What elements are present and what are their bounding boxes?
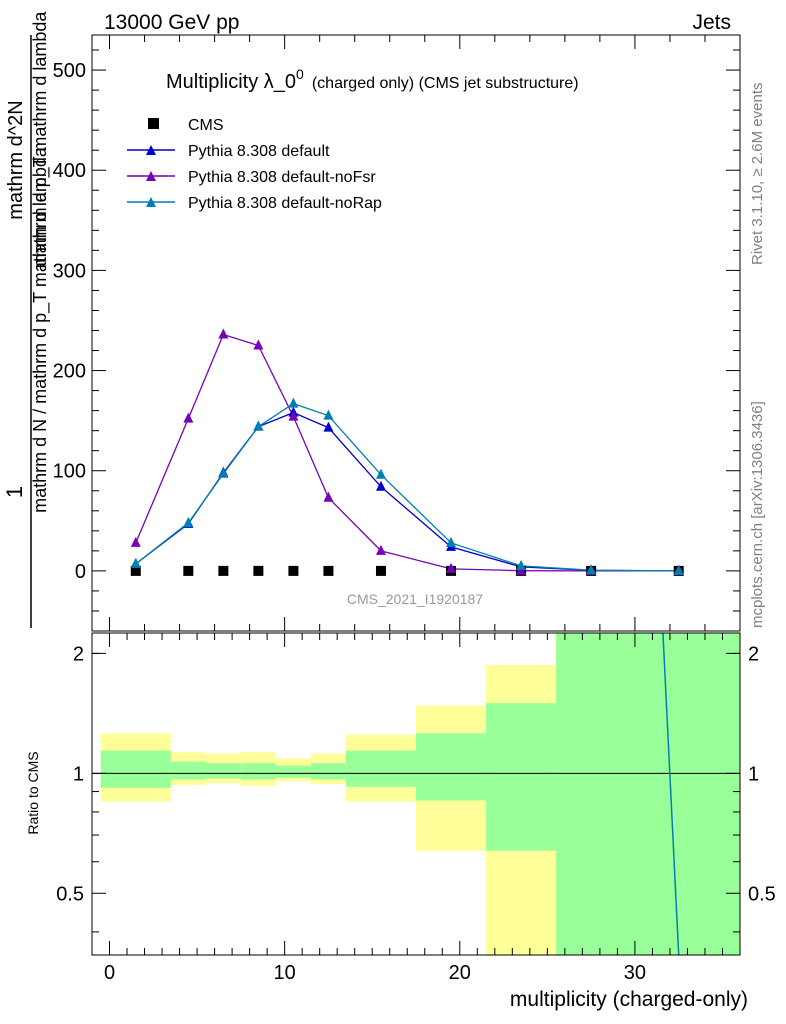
main-y-axis-label: 1 mathrm d^2N mathrm d N / mathrm d p_T … xyxy=(2,11,51,628)
data-point-norap xyxy=(130,557,141,568)
legend-label-cms: CMS xyxy=(188,117,224,134)
ratio-band-inner xyxy=(416,733,487,801)
ratio-band-inner xyxy=(556,633,740,955)
plot-title-rest: (charged only) (CMS jet substructure) xyxy=(312,75,579,92)
y-tick-label: 400 xyxy=(53,160,86,182)
ratio-band-inner xyxy=(275,765,311,778)
x-tick-label: 10 xyxy=(274,962,296,984)
main-plot-series xyxy=(130,328,684,576)
ratio-y-tick-label-right: 0.5 xyxy=(748,883,776,905)
data-point-cms xyxy=(253,565,264,576)
data-point-nofsr xyxy=(323,491,334,502)
data-point-cms xyxy=(375,565,386,576)
data-point-cms xyxy=(218,565,229,576)
y-label-line2: mathrm d N / mathrm d p_T mathrm d lambd… xyxy=(30,146,51,513)
x-tick-label: 0 xyxy=(104,962,115,984)
ratio-band-inner xyxy=(100,750,171,788)
x-tick-label: 20 xyxy=(449,962,471,984)
mcplots-label: mcplots.cern.ch [arXiv:1306.3436] xyxy=(749,401,766,628)
ratio-band-inner xyxy=(345,750,416,787)
analysis-watermark: CMS_2021_I1920187 xyxy=(347,591,483,607)
data-point-norap xyxy=(253,420,264,431)
ratio-series xyxy=(662,632,680,956)
ratio-plot-axes: 0 10 20 30 0.5 0.5 1 1 2 2 xyxy=(56,633,776,984)
series-line-norap xyxy=(135,402,679,572)
y-label-numerator: mathrm d^2N xyxy=(5,100,27,219)
data-point-cms xyxy=(323,565,334,576)
y-tick-label: 100 xyxy=(53,461,86,483)
data-point-norap xyxy=(673,564,684,575)
ratio-y-tick-label-right: 1 xyxy=(748,763,759,785)
ratio-y-tick-label: 2 xyxy=(73,643,84,665)
data-point-norap xyxy=(288,397,299,408)
data-point-nofsr xyxy=(288,410,299,421)
plot-title-main: Multiplicity λ_0 xyxy=(166,71,296,93)
data-point-norap xyxy=(446,536,457,547)
data-point-nofsr xyxy=(218,328,229,339)
ratio-band-inner xyxy=(310,763,346,780)
header-jets-label: Jets xyxy=(692,11,731,34)
data-point-nofsr xyxy=(446,562,457,573)
ratio-plot-frame xyxy=(91,632,741,956)
y-label-one: 1 xyxy=(2,486,27,498)
ratio-band-inner xyxy=(486,703,557,851)
legend: CMS Pythia 8.308 default Pythia 8.308 de… xyxy=(127,117,382,212)
data-point-norap xyxy=(516,559,527,570)
header-energy-label: 13000 GeV pp xyxy=(104,11,239,34)
data-point-nofsr xyxy=(375,544,386,555)
legend-marker-default xyxy=(146,145,156,155)
ratio-y-axis-label: Ratio to CMS xyxy=(25,751,41,834)
data-point-cms xyxy=(183,565,194,576)
x-axis-label: multiplicity (charged-only) xyxy=(510,988,748,1011)
legend-label-norap: Pythia 8.308 default-noRap xyxy=(188,195,382,212)
legend-marker-nofsr xyxy=(146,171,156,181)
y-label-denominator: mathrm d p_T mathrm d lambda xyxy=(30,11,51,269)
data-point-norap xyxy=(183,516,194,527)
series-line-nofsr xyxy=(135,333,679,572)
ratio-bands xyxy=(92,633,740,955)
data-point-norap xyxy=(218,467,229,478)
ratio-band-inner xyxy=(170,761,206,780)
data-point-norap xyxy=(323,409,334,420)
ratio-line-norap xyxy=(662,632,680,956)
y-tick-label: 0 xyxy=(75,561,86,583)
data-point-cms xyxy=(288,565,299,576)
ratio-plot: 0 10 20 30 0.5 0.5 1 1 2 2 Ratio to CMS multiplic… xyxy=(25,632,776,1011)
data-point-norap xyxy=(586,564,597,575)
rivet-version-label: Rivet 3.1.10, ≥ 2.6M events xyxy=(749,83,766,266)
data-point-default xyxy=(323,421,334,432)
x-tick-label: 30 xyxy=(624,962,646,984)
main-plot-frame xyxy=(91,34,741,632)
data-point-cms xyxy=(130,565,141,576)
data-point-nofsr xyxy=(130,536,141,547)
plot-title-sup: 0 xyxy=(296,66,304,82)
y-tick-label: 300 xyxy=(53,260,86,282)
ratio-band-inner xyxy=(205,763,241,779)
ratio-band-inner xyxy=(240,763,276,780)
ratio-y-tick-label-right: 2 xyxy=(748,643,759,665)
main-plot-axes: 0 100 200 300 400 500 xyxy=(53,35,740,632)
ratio-y-tick-label: 0.5 xyxy=(56,883,84,905)
data-point-nofsr xyxy=(183,412,194,423)
legend-label-nofsr: Pythia 8.308 default-noFsr xyxy=(188,169,376,186)
plot-title: Multiplicity λ_00 (charged only) (CMS jet… xyxy=(166,66,579,93)
legend-marker-norap xyxy=(146,197,156,207)
data-point-nofsr xyxy=(253,339,264,350)
y-tick-label: 500 xyxy=(53,60,86,82)
y-tick-label: 200 xyxy=(53,361,86,383)
ratio-y-tick-label: 1 xyxy=(73,763,84,785)
data-point-default xyxy=(375,480,386,491)
legend-label-default: Pythia 8.308 default xyxy=(188,143,330,160)
series-line-default xyxy=(135,411,679,572)
data-point-norap xyxy=(375,468,386,479)
legend-marker-cms xyxy=(148,118,159,129)
